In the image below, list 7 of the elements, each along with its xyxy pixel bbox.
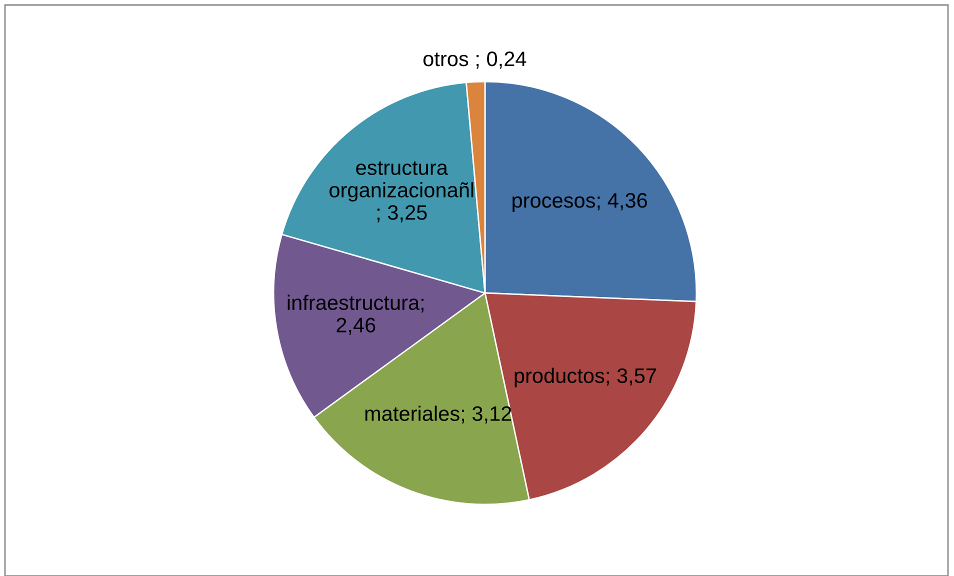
slice-label: estructura organizacionañl <box>330 161 474 202</box>
slice-label: procesos; 4,36 <box>512 193 647 212</box>
slice-label: materiales; 3,12 <box>365 406 512 424</box>
slice-label: productos; 3,57 <box>514 368 656 388</box>
slice-label: infraestructura; 2,46 <box>288 294 424 335</box>
data-label: ; 3,25 <box>377 205 427 222</box>
slice-label: otros ; 0,24 <box>423 51 526 69</box>
